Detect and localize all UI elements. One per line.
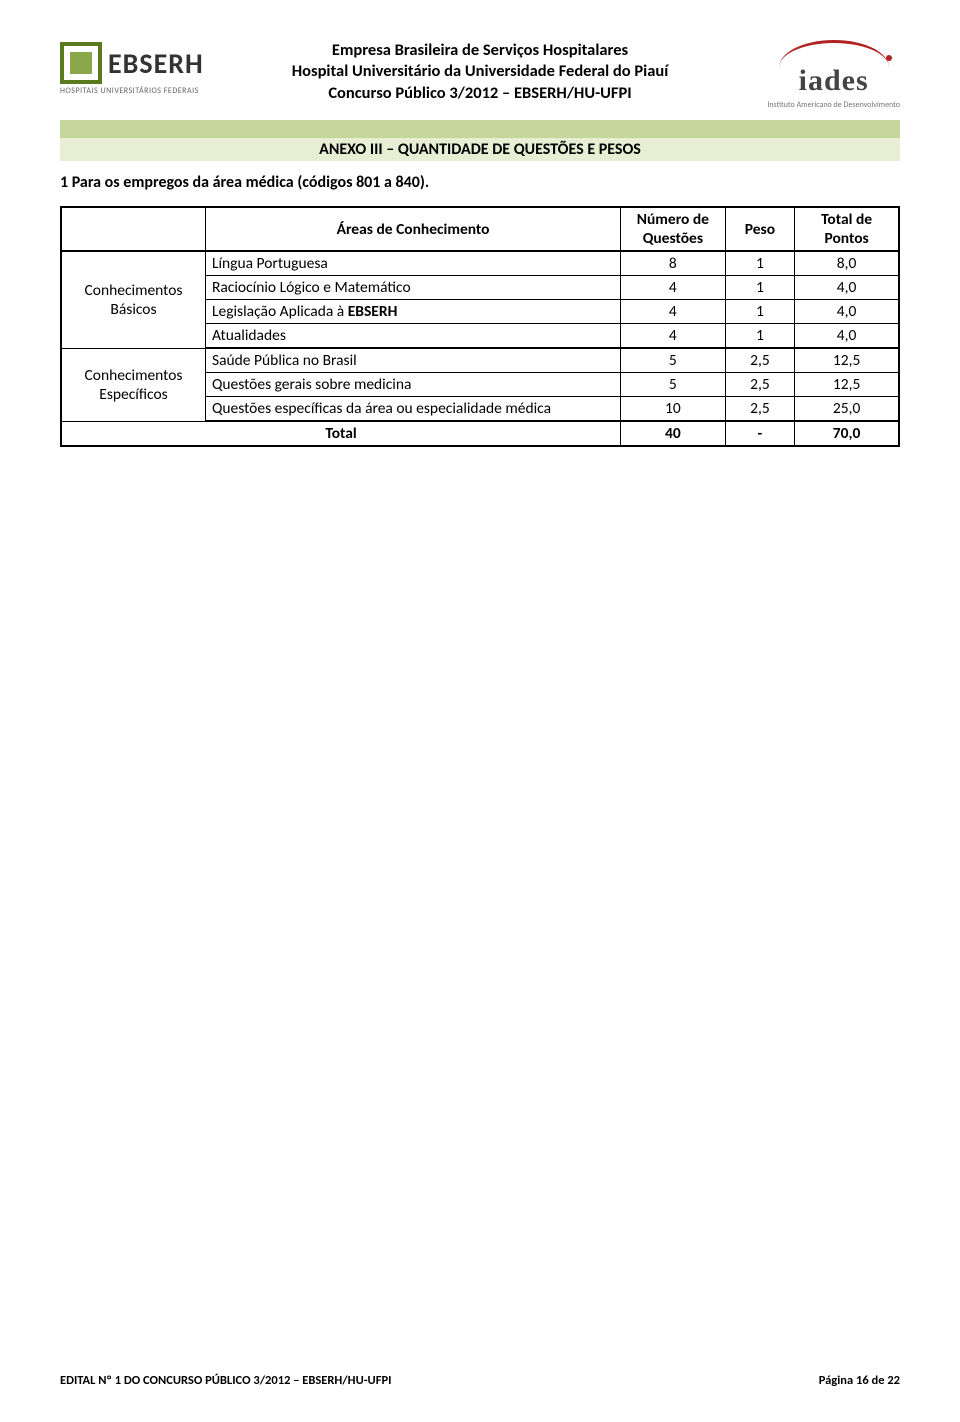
cell-area: Língua Portuguesa xyxy=(205,251,620,276)
total-pts: 70,0 xyxy=(795,421,899,446)
cell-area: Questões gerais sobre medicina xyxy=(205,373,620,397)
th-peso: Peso xyxy=(725,207,795,251)
table-header-row: Áreas de Conhecimento Número de Questões… xyxy=(61,207,899,251)
cell-num: 5 xyxy=(621,373,726,397)
cell-num: 4 xyxy=(621,324,726,349)
iades-logo-block: iades Instituto Americano de Desenvolvim… xyxy=(700,38,900,112)
page: EBSERH HOSPITAIS UNIVERSITÁRIOS FEDERAIS… xyxy=(0,0,960,487)
group-basicos: Conhecimentos Básicos xyxy=(61,251,205,348)
cell-num: 5 xyxy=(621,348,726,373)
cell-num: 4 xyxy=(621,276,726,300)
table-row: Conhecimentos Específicos Saúde Pública … xyxy=(61,348,899,373)
ebserh-logo: EBSERH HOSPITAIS UNIVERSITÁRIOS FEDERAIS xyxy=(60,42,260,96)
cell-pts: 25,0 xyxy=(795,397,899,422)
footer-right: Página 16 de 22 xyxy=(819,1373,900,1388)
cell-num: 4 xyxy=(621,300,726,324)
cell-area: Atualidades xyxy=(205,324,620,349)
anexo-title: ANEXO III – QUANTIDADE DE QUESTÕES E PES… xyxy=(60,138,900,161)
section-heading: 1 Para os empregos da área médica (códig… xyxy=(60,173,900,192)
table-row: Conhecimentos Básicos Língua Portuguesa … xyxy=(61,251,899,276)
header-titles: Empresa Brasileira de Serviços Hospitala… xyxy=(260,38,700,104)
footer: EDITAL Nº 1 DO CONCURSO PÚBLICO 3/2012 –… xyxy=(60,1373,900,1388)
table-total-row: Total 40 - 70,0 xyxy=(61,421,899,446)
cell-pts: 4,0 xyxy=(795,300,899,324)
ebserh-logo-block: EBSERH HOSPITAIS UNIVERSITÁRIOS FEDERAIS xyxy=(60,38,260,96)
cell-peso: 2,5 xyxy=(725,348,795,373)
cell-pts: 4,0 xyxy=(795,324,899,349)
iades-logo: iades Instituto Americano de Desenvolvim… xyxy=(767,40,900,110)
cell-pts: 12,5 xyxy=(795,348,899,373)
cell-peso: 2,5 xyxy=(725,397,795,422)
total-num: 40 xyxy=(621,421,726,446)
cell-pts: 12,5 xyxy=(795,373,899,397)
total-peso: - xyxy=(725,421,795,446)
header-line-2: Hospital Universitário da Universidade F… xyxy=(260,61,700,82)
total-label: Total xyxy=(61,421,621,446)
th-group-blank xyxy=(61,207,205,251)
th-areas: Áreas de Conhecimento xyxy=(205,207,620,251)
header-line-1: Empresa Brasileira de Serviços Hospitala… xyxy=(260,40,700,61)
cell-num: 8 xyxy=(621,251,726,276)
header-line-3: Concurso Público 3/2012 – EBSERH/HU-UFPI xyxy=(260,83,700,104)
green-divider-bar xyxy=(60,120,900,138)
cell-area: Saúde Pública no Brasil xyxy=(205,348,620,373)
ebserh-square-icon xyxy=(60,42,102,84)
cell-area: Raciocínio Lógico e Matemático xyxy=(205,276,620,300)
footer-left: EDITAL Nº 1 DO CONCURSO PÚBLICO 3/2012 –… xyxy=(60,1373,391,1388)
knowledge-table: Áreas de Conhecimento Número de Questões… xyxy=(60,206,900,447)
ebserh-wordmark: EBSERH xyxy=(108,46,204,81)
header: EBSERH HOSPITAIS UNIVERSITÁRIOS FEDERAIS… xyxy=(60,38,900,112)
cell-area-prefix: Legislação Aplicada à xyxy=(212,302,348,321)
cell-pts: 8,0 xyxy=(795,251,899,276)
cell-peso: 1 xyxy=(725,276,795,300)
ebserh-logo-main: EBSERH xyxy=(60,42,260,84)
group-especificos: Conhecimentos Específicos xyxy=(61,348,205,421)
th-pts: Total de Pontos xyxy=(795,207,899,251)
cell-peso: 2,5 xyxy=(725,373,795,397)
cell-num: 10 xyxy=(621,397,726,422)
cell-peso: 1 xyxy=(725,251,795,276)
cell-area-bold: EBSERH xyxy=(348,302,398,321)
cell-pts: 4,0 xyxy=(795,276,899,300)
cell-area: Questões específicas da área ou especial… xyxy=(205,397,620,422)
th-num: Número de Questões xyxy=(621,207,726,251)
cell-area: Legislação Aplicada à EBSERH xyxy=(205,300,620,324)
iades-subtitle: Instituto Americano de Desenvolvimento xyxy=(767,100,900,110)
cell-peso: 1 xyxy=(725,324,795,349)
iades-arc-icon xyxy=(779,40,889,70)
ebserh-subtitle: HOSPITAIS UNIVERSITÁRIOS FEDERAIS xyxy=(60,86,260,96)
cell-peso: 1 xyxy=(725,300,795,324)
